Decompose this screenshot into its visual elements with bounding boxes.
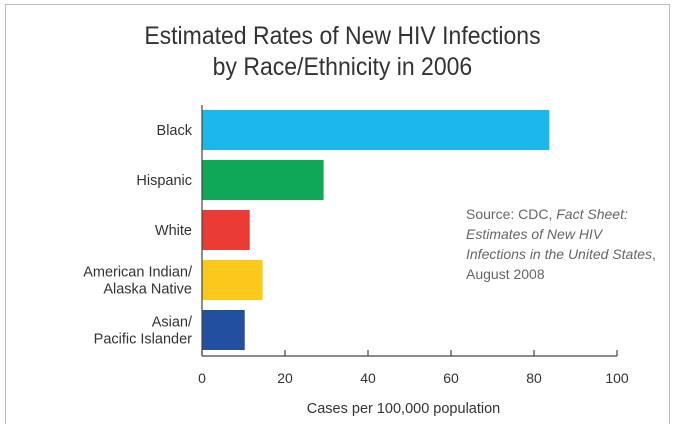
source-prefix: Source: CDC, xyxy=(466,206,557,222)
bar-1 xyxy=(202,160,324,200)
category-label-4-line-0: Asian/ xyxy=(152,315,193,331)
source-note: Source: CDC, Fact Sheet: Estimates of Ne… xyxy=(466,204,656,284)
x-tick-label-3: 60 xyxy=(443,370,459,386)
bar-0 xyxy=(202,110,550,150)
category-label-3-line-0: American Indian/ xyxy=(83,265,193,281)
x-tick-label-2: 40 xyxy=(360,370,376,386)
bar-4 xyxy=(202,310,245,350)
category-label-3-line-1: Alaska Native xyxy=(103,282,192,298)
chart-title-line-1: Estimated Rates of New HIV Infections xyxy=(144,22,541,50)
category-label-4-line-1: Pacific Islander xyxy=(94,332,192,348)
x-axis-title: Cases per 100,000 population xyxy=(307,401,500,417)
chart-title: Estimated Rates of New HIV Infections by… xyxy=(27,21,657,83)
x-tick-label-0: 0 xyxy=(198,370,206,386)
bar-2 xyxy=(202,210,250,250)
source-suffix: , August 2008 xyxy=(466,246,656,282)
x-tick-label-5: 100 xyxy=(605,370,629,386)
chart-title-line-2: by Race/Ethnicity in 2006 xyxy=(212,53,473,81)
category-label-2: White xyxy=(155,223,192,239)
x-tick-label-1: 20 xyxy=(277,370,293,386)
category-label-1: Hispanic xyxy=(136,173,192,189)
category-label-0: Black xyxy=(157,123,193,139)
bar-3 xyxy=(202,260,263,300)
source-title: Fact Sheet: Estimates of New HIV Infecti… xyxy=(466,206,652,262)
chart-frame xyxy=(5,4,670,424)
x-tick-label-4: 80 xyxy=(526,370,542,386)
